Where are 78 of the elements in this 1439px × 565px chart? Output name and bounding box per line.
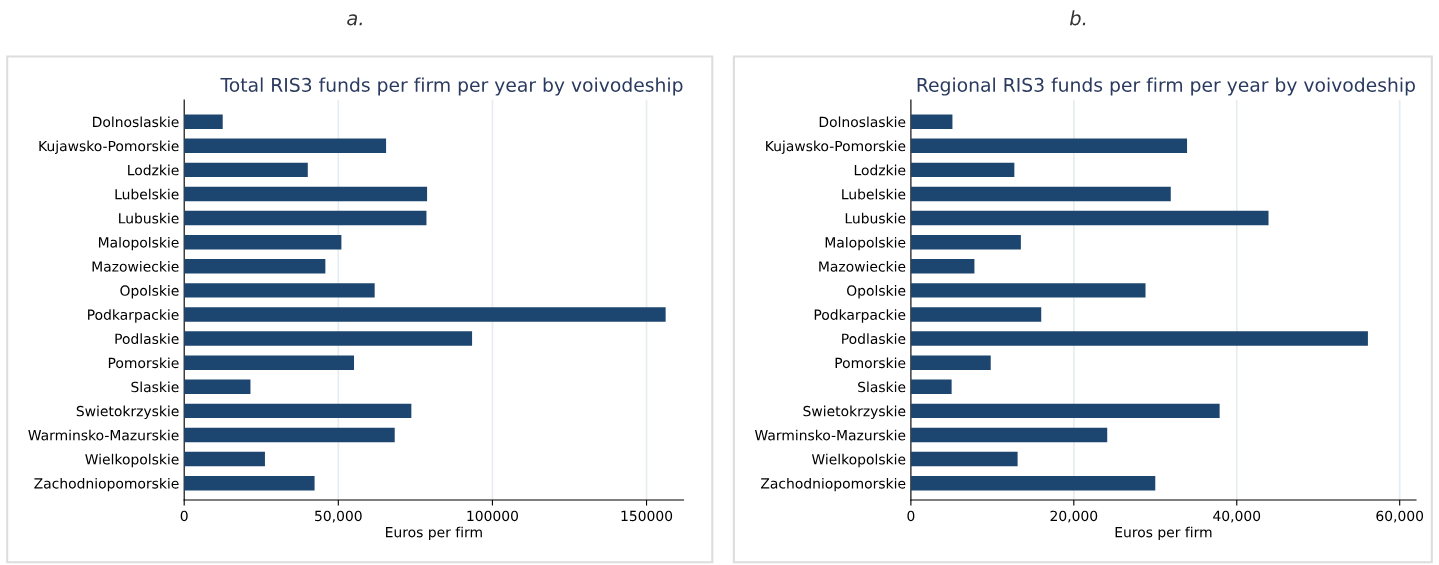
bar <box>910 210 1269 226</box>
text: b. <box>1069 10 1086 26</box>
bar <box>184 379 251 394</box>
bar <box>184 186 428 202</box>
bar <box>184 259 326 274</box>
bar <box>184 403 412 419</box>
y-tick-label: Lubuskie <box>845 212 906 224</box>
y-tick-label: Lubelskie <box>115 188 179 200</box>
y-tick-label: Malopolskie <box>98 236 179 251</box>
y-tick-label: Slaskie <box>858 381 906 393</box>
bar <box>184 331 473 346</box>
y-tick-label: Podkarpackie <box>88 309 179 323</box>
x-axis-title: Euros per firm <box>386 526 482 541</box>
y-tick-label: Pomorskie <box>835 357 906 369</box>
bar <box>184 307 666 322</box>
y-tick-label: Opolskie <box>847 285 906 299</box>
x-axis-title: Euros per firm <box>1115 526 1212 541</box>
y-tick-label: Wielkopolskie <box>85 453 179 468</box>
x-tick-label: 150000 <box>621 510 673 522</box>
chart-title: Total RIS3 funds per firm per year by voivodeship <box>220 77 683 96</box>
y-tick-label: Malopolskie <box>825 236 906 251</box>
x-tick-label: 100000 <box>467 510 519 522</box>
bar <box>910 379 952 394</box>
bar <box>910 331 1368 346</box>
y-tick-label: Podkarpackie <box>814 309 906 323</box>
bar <box>910 307 1042 322</box>
y-tick-label: Kujawsko-Pomorskie <box>766 140 906 154</box>
y-tick-label: Lodzkie <box>854 164 906 176</box>
y-tick-label: Podlaskie <box>842 333 906 345</box>
bar <box>910 259 975 274</box>
bar <box>910 475 1156 491</box>
y-tick-label: Swietokrzyskie <box>76 405 179 420</box>
y-tick-label: Dolnoslaskie <box>93 116 179 128</box>
bar <box>184 283 375 298</box>
y-tick-label: Mazowieckie <box>819 261 906 272</box>
y-tick-label: Lubuskie <box>119 212 179 224</box>
y-tick-label: Opolskie <box>120 285 179 299</box>
bar <box>184 234 342 250</box>
bar <box>184 475 315 491</box>
bar <box>910 114 953 129</box>
y-tick-label: Podlaskie <box>115 333 179 345</box>
y-tick-label: Warminsko-Mazurskie <box>754 429 906 441</box>
bar <box>910 138 1188 154</box>
y-tick-label: Kujawsko-Pomorskie <box>39 140 179 154</box>
bar <box>910 234 1021 250</box>
bar <box>910 427 1108 443</box>
bar <box>910 186 1171 202</box>
x-tick-label: 20,000 <box>1050 510 1098 523</box>
y-tick-label: Dolnoslaskie <box>819 116 906 128</box>
bar <box>184 355 355 370</box>
bar <box>184 451 265 467</box>
y-tick-label: Lodzkie <box>128 164 179 176</box>
bar <box>184 162 308 178</box>
bar <box>184 427 395 443</box>
bar <box>184 114 223 129</box>
y-tick-label: Zachodniopomorskie <box>34 477 179 492</box>
y-tick-label: Mazowieckie <box>92 261 179 272</box>
bar <box>910 403 1220 419</box>
bar <box>184 210 427 226</box>
y-tick-label: Lubelskie <box>842 188 906 200</box>
x-tick-label: 0 <box>180 510 188 522</box>
y-tick-label: Zachodniopomorskie <box>760 477 906 492</box>
x-tick-label: 0 <box>907 510 915 522</box>
x-tick-label: 40,000 <box>1213 510 1261 523</box>
y-tick-label: Warminsko-Mazurskie <box>28 429 179 441</box>
y-tick-label: Pomorskie <box>108 357 179 369</box>
y-tick-label: Slaskie <box>131 381 179 393</box>
text: a. <box>347 14 362 26</box>
y-tick-label: Swietokrzyskie <box>803 405 906 420</box>
x-tick-label: 60,000 <box>1376 510 1424 523</box>
chart-title: Regional RIS3 funds per firm per year by voivodeship <box>917 77 1415 96</box>
y-tick-label: Wielkopolskie <box>811 453 906 468</box>
bar <box>184 138 387 154</box>
bar <box>910 355 991 370</box>
bar <box>910 162 1015 178</box>
x-tick-label: 50,000 <box>315 510 362 523</box>
bar <box>910 451 1018 467</box>
bar <box>910 283 1146 298</box>
